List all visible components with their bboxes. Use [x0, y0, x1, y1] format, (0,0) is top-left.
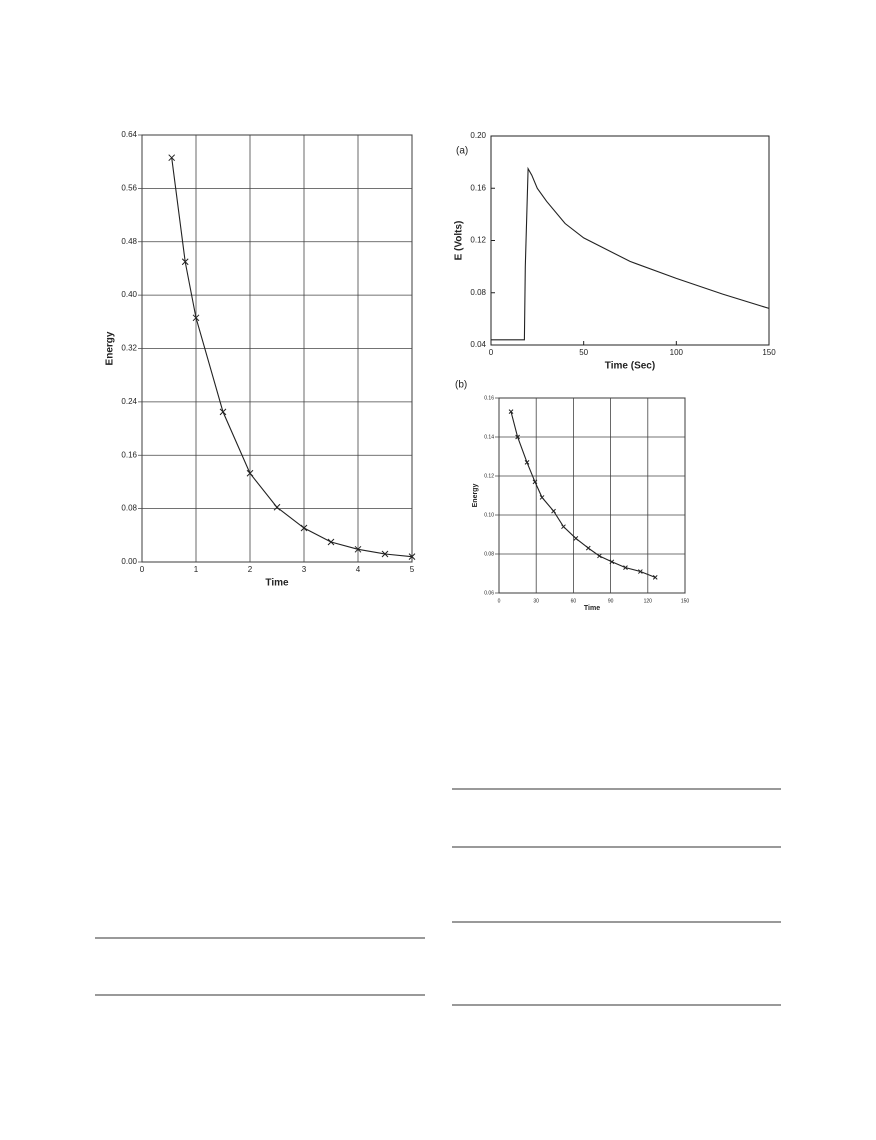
y-tick-label: 0.12: [470, 236, 486, 245]
data-marker: [609, 559, 615, 565]
y-tick-label: 0.14: [484, 434, 494, 440]
x-tick-label: 120: [644, 598, 653, 604]
data-marker: [246, 469, 254, 477]
y-tick-label: 0.20: [470, 131, 486, 140]
data-line: [171, 157, 413, 558]
x-axis-label: Time: [584, 605, 600, 612]
data-marker: [597, 553, 602, 559]
y-axis-label: Energy: [105, 331, 116, 365]
y-tick-label: 0.04: [470, 340, 486, 349]
data-marker: [515, 434, 520, 440]
x-tick-label: 0: [498, 598, 501, 604]
y-tick-label: 0.24: [121, 397, 137, 406]
x-tick-label: 1: [194, 565, 199, 574]
x-tick-label: 0: [489, 348, 494, 357]
x-tick-label: 100: [670, 348, 684, 357]
data-marker: [561, 524, 566, 530]
y-tick-label: 0.12: [484, 473, 494, 479]
data-marker: [573, 536, 579, 541]
data-marker: [273, 503, 281, 511]
x-tick-label: 30: [533, 598, 539, 604]
y-tick-label: 0.08: [470, 288, 486, 297]
x-tick-label: 5: [410, 565, 415, 574]
y-tick-label: 0.00: [121, 557, 137, 566]
x-tick-label: 0: [140, 565, 145, 574]
data-marker: [532, 479, 538, 485]
y-tick-label: 0.08: [484, 551, 494, 557]
data-marker: [551, 508, 556, 514]
y-tick-label: 0.64: [121, 130, 137, 139]
x-axis-label: Time: [265, 578, 289, 589]
data-marker: [623, 565, 628, 571]
y-tick-label: 0.10: [484, 512, 494, 518]
y-tick-label: 0.56: [121, 183, 137, 192]
y-axis-label: E (Volts): [454, 221, 465, 261]
y-tick-label: 0.08: [121, 504, 137, 513]
y-tick-label: 0.32: [121, 344, 137, 353]
x-tick-label: 150: [681, 598, 690, 604]
x-tick-label: 50: [579, 348, 588, 357]
x-tick-label: 60: [571, 598, 577, 604]
y-tick-label: 0.48: [121, 237, 137, 246]
data-marker: [354, 545, 362, 553]
x-tick-label: 3: [302, 565, 307, 574]
data-marker: [300, 524, 308, 532]
x-tick-label: 2: [248, 565, 253, 574]
y-tick-label: 0.06: [484, 590, 494, 596]
data-marker: [524, 459, 530, 465]
data-marker: [539, 495, 545, 500]
data-marker: [219, 408, 227, 416]
x-tick-label: 90: [608, 598, 614, 604]
y-tick-label: 0.16: [484, 395, 494, 401]
y-axis-label: Energy: [472, 484, 479, 508]
data-marker: [408, 553, 416, 561]
y-tick-label: 0.16: [121, 450, 137, 459]
plot-frame: [490, 135, 770, 346]
data-marker: [181, 258, 189, 266]
data-marker: [652, 575, 658, 580]
data-marker: [508, 409, 514, 415]
plot-frame: [498, 397, 686, 594]
data-marker: [585, 545, 591, 551]
y-tick-label: 0.16: [470, 183, 486, 192]
data-line: [510, 411, 656, 578]
x-axis-label: Time (Sec): [605, 361, 655, 372]
panel-label: (a): [456, 146, 468, 157]
data-line: [491, 166, 770, 341]
data-marker: [638, 569, 643, 574]
data-marker: [327, 538, 335, 546]
data-marker: [192, 314, 200, 322]
x-tick-label: 150: [762, 348, 776, 357]
panel-label: (b): [455, 380, 467, 391]
data-marker: [168, 154, 176, 162]
y-tick-label: 0.40: [121, 290, 137, 299]
x-tick-label: 4: [356, 565, 361, 574]
data-marker: [381, 550, 389, 558]
